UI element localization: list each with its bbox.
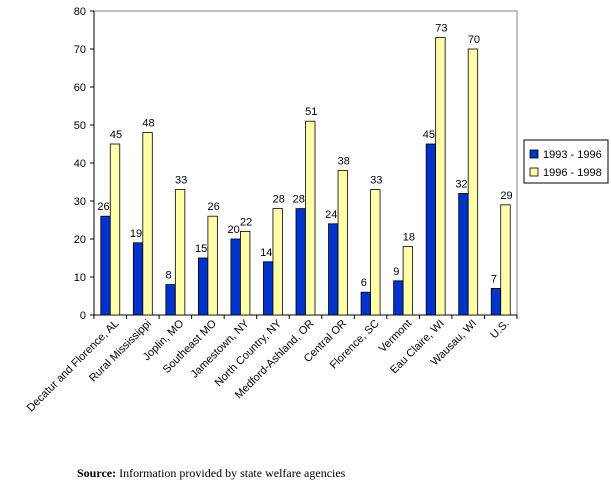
bar-series1 <box>458 192 469 316</box>
bar-series2 <box>337 170 348 316</box>
bar-series1 <box>490 287 502 316</box>
bar-series2 <box>207 215 218 316</box>
y-tick-label: 70 <box>74 44 86 56</box>
data-label-series1: 28 <box>293 194 305 206</box>
bar-series1 <box>100 215 111 316</box>
data-label-series2: 45 <box>110 129 122 141</box>
bar-series2 <box>500 204 511 316</box>
data-label-series2: 33 <box>370 175 382 187</box>
legend-label: 1996 - 1998 <box>543 167 602 179</box>
data-label-series1: 26 <box>97 201 109 213</box>
x-tick-label: U.S. <box>488 318 512 342</box>
data-label-series1: 24 <box>325 209 337 221</box>
bar-series2 <box>174 189 186 316</box>
bar-series2 <box>240 230 251 316</box>
bar-series2 <box>305 120 316 316</box>
bar-series2 <box>109 143 121 316</box>
data-label-series2: 26 <box>208 201 220 213</box>
bar-series1 <box>230 238 241 316</box>
bar-series2 <box>435 37 446 316</box>
legend-swatch <box>529 149 539 159</box>
data-label-series1: 19 <box>130 228 142 240</box>
bar-series1 <box>295 208 306 316</box>
data-label-series2: 70 <box>468 34 480 46</box>
data-label-series2: 48 <box>142 118 154 130</box>
y-tick-label: 20 <box>74 234 86 246</box>
y-tick-label: 80 <box>74 6 86 18</box>
data-label-series2: 51 <box>305 106 317 118</box>
data-label-series2: 73 <box>435 23 447 35</box>
data-label-series2: 18 <box>403 232 415 244</box>
data-label-series2: 29 <box>500 190 512 202</box>
bar-series2 <box>272 208 283 316</box>
y-tick-label: 50 <box>74 120 86 132</box>
y-tick-label: 10 <box>74 272 86 284</box>
bar-series1 <box>393 280 404 316</box>
data-label-series2: 33 <box>175 175 187 187</box>
source-note: Source: Information provided by state we… <box>77 466 345 481</box>
data-label-series1: 7 <box>491 273 497 285</box>
y-tick-label: 30 <box>74 196 86 208</box>
bar-series1 <box>360 291 371 316</box>
bar-series1 <box>263 261 274 316</box>
data-label-series1: 8 <box>166 270 172 282</box>
source-label: Source: <box>77 466 117 480</box>
bar-series1 <box>197 257 209 316</box>
y-tick-label: 60 <box>74 82 86 94</box>
data-label-series1: 20 <box>228 224 240 236</box>
legend-swatch <box>529 167 539 177</box>
bar-series1 <box>132 242 144 316</box>
bar-series1 <box>165 284 176 316</box>
y-tick-label: 40 <box>74 158 86 170</box>
bar-series2 <box>370 189 381 316</box>
bar-series2 <box>142 132 153 316</box>
data-label-series1: 15 <box>195 243 207 255</box>
data-label-series2: 28 <box>273 194 285 206</box>
bar-series2 <box>467 48 479 316</box>
source-text: Information provided by state welfare ag… <box>116 466 346 480</box>
data-label-series2: 38 <box>338 156 350 168</box>
data-label-series1: 6 <box>361 277 367 289</box>
data-label-series1: 14 <box>260 247 272 259</box>
data-label-series1: 45 <box>423 129 435 141</box>
bar-series2 <box>402 246 414 316</box>
legend-label: 1993 - 1996 <box>543 149 602 161</box>
bar-series1 <box>425 143 437 316</box>
bar-series1 <box>328 223 339 316</box>
data-label-series1: 9 <box>393 266 399 278</box>
data-label-series2: 22 <box>240 216 252 228</box>
x-tick-label: Jamestown, NY <box>189 317 252 380</box>
y-tick-label: 0 <box>80 310 86 322</box>
data-label-series1: 32 <box>455 178 467 190</box>
